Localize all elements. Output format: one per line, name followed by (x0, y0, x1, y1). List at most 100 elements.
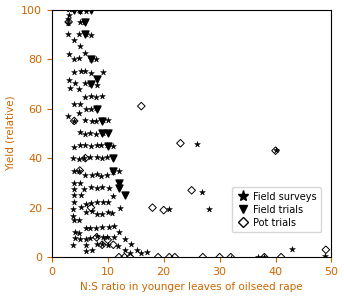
Point (127, 255, 133, 260)
Point (88, 6, 94, 11)
Point (89, 201, 94, 205)
Point (76, 157, 82, 162)
Point (122, 247, 127, 252)
Point (94, 199, 100, 204)
Point (105, 173, 110, 178)
Point (88, 143, 94, 148)
Legend: Field surveys, Field trials, Pot trials: Field surveys, Field trials, Pot trials (232, 187, 321, 232)
Point (83, 32, 89, 36)
Point (105, 143, 110, 148)
Point (82, 19, 87, 24)
Point (89, 33, 94, 38)
Point (322, 254, 328, 258)
Point (82, 81, 88, 86)
Point (105, 118, 110, 123)
Point (66, 7, 72, 12)
Point (72, 7, 77, 12)
Point (94, 235, 99, 240)
Point (84, 8, 89, 13)
Point (87, 226, 93, 230)
Point (94, 77, 99, 81)
Point (77, 142, 83, 147)
Point (77, 168, 83, 173)
Point (88, 56, 93, 61)
Point (105, 238, 110, 242)
Point (94, 172, 100, 177)
Point (122, 236, 128, 241)
Point (88, 235, 93, 240)
Point (199, 190, 205, 195)
Point (83, 69, 88, 74)
Point (206, 206, 212, 211)
Point (99, 156, 105, 160)
Point (94, 234, 99, 239)
Point (94, 142, 99, 147)
Point (99, 184, 104, 189)
Point (93, 105, 98, 110)
Point (82, 51, 87, 56)
Point (84, 249, 89, 254)
Point (116, 169, 121, 173)
Point (77, 7, 83, 12)
Point (99, 119, 105, 123)
Point (273, 148, 278, 153)
Point (65, 20, 71, 25)
Point (72, 38, 77, 43)
Point (76, 111, 82, 116)
Point (76, 56, 82, 60)
Point (71, 218, 76, 223)
Point (99, 225, 104, 230)
Point (66, 51, 72, 56)
Point (66, 114, 71, 118)
Point (110, 143, 116, 148)
Point (200, 255, 206, 260)
Point (110, 156, 116, 161)
Point (94, 211, 100, 216)
Point (84, 236, 89, 241)
Point (77, 43, 83, 48)
Point (99, 242, 105, 247)
Point (99, 241, 105, 246)
X-axis label: N:S ratio in younger leaves of oilseed rape: N:S ratio in younger leaves of oilseed r… (80, 283, 303, 292)
Point (88, 70, 93, 75)
Point (100, 118, 106, 123)
Point (161, 208, 166, 212)
Point (127, 251, 132, 256)
Point (104, 143, 110, 148)
Point (66, 77, 72, 82)
Point (72, 119, 77, 123)
Point (77, 7, 83, 12)
Point (72, 57, 77, 62)
Point (83, 242, 89, 247)
Point (134, 248, 140, 252)
Point (93, 94, 98, 99)
Point (100, 235, 106, 239)
Point (144, 250, 150, 254)
Point (78, 193, 84, 198)
Point (255, 255, 260, 260)
Point (274, 148, 279, 153)
Point (72, 80, 78, 85)
Point (116, 185, 122, 190)
Point (76, 231, 82, 235)
Point (66, 7, 72, 12)
Point (166, 207, 172, 212)
Point (77, 19, 83, 24)
Point (99, 131, 105, 136)
Point (217, 255, 222, 260)
Point (88, 205, 94, 210)
Point (100, 69, 106, 74)
Point (72, 169, 77, 173)
Point (289, 247, 294, 252)
Point (109, 211, 115, 215)
Point (116, 230, 121, 235)
Point (94, 57, 99, 61)
Point (261, 255, 267, 260)
Point (172, 255, 178, 260)
Point (76, 217, 82, 222)
Point (94, 82, 100, 87)
Point (71, 187, 77, 191)
Point (139, 104, 144, 108)
Point (83, 156, 88, 161)
Point (100, 131, 106, 135)
